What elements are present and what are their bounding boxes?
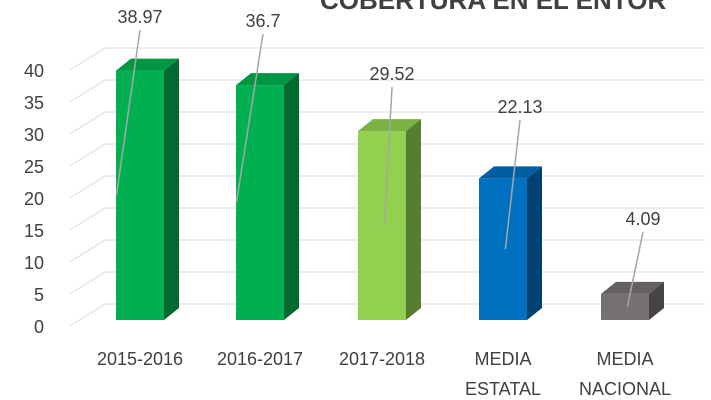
bar-top — [479, 166, 542, 179]
grid-line — [69, 111, 705, 135]
bar — [116, 58, 179, 320]
bar-front — [236, 85, 284, 321]
bar — [358, 119, 421, 321]
bar-top — [601, 281, 664, 294]
y-tick-label: 5 — [34, 285, 44, 305]
x-tick-label: MEDIA ESTATAL — [465, 349, 541, 399]
leader-line — [235, 33, 264, 203]
bar-front — [358, 131, 406, 320]
grid-line — [69, 143, 705, 167]
bar-side — [284, 73, 299, 321]
leader-line — [383, 86, 393, 226]
bar — [479, 166, 542, 320]
y-tick-label: 20 — [24, 189, 44, 209]
x-tick-label: 2015-2016 — [97, 349, 183, 369]
value-label: 38.97 — [117, 7, 162, 27]
y-tick-label: 35 — [24, 93, 44, 113]
bar-front — [601, 293, 649, 320]
bar — [236, 73, 299, 321]
bar-side — [527, 166, 542, 320]
bar-top — [116, 58, 179, 71]
leader-line — [115, 29, 141, 196]
value-label: 29.52 — [369, 64, 414, 84]
y-tick-label: 40 — [24, 61, 44, 81]
grid-line — [69, 79, 705, 103]
value-label: 4.09 — [625, 209, 660, 229]
bar-side — [164, 58, 179, 320]
y-tick-label: 25 — [24, 157, 44, 177]
bar-side — [649, 281, 664, 320]
y-tick-label: 30 — [24, 125, 44, 145]
y-tick-label: 0 — [34, 317, 44, 337]
x-tick-label: MEDIA NACIONAL — [579, 349, 671, 399]
bar-side — [406, 119, 421, 321]
bar-front — [479, 178, 527, 320]
grid-line — [69, 47, 705, 71]
bar — [601, 281, 664, 320]
leader-line — [626, 231, 644, 308]
chart-title: COBERTURA EN EL ENTOR — [320, 0, 666, 15]
leader-line — [504, 119, 521, 250]
bar-top — [236, 73, 299, 86]
value-label: 36.7 — [245, 11, 280, 31]
value-label: 22.13 — [497, 97, 542, 117]
bar-front — [116, 70, 164, 320]
x-tick-label: 2017-2018 — [339, 349, 425, 369]
y-tick-label: 10 — [24, 253, 44, 273]
y-tick-label: 15 — [24, 221, 44, 241]
x-tick-label: 2016-2017 — [217, 349, 303, 369]
